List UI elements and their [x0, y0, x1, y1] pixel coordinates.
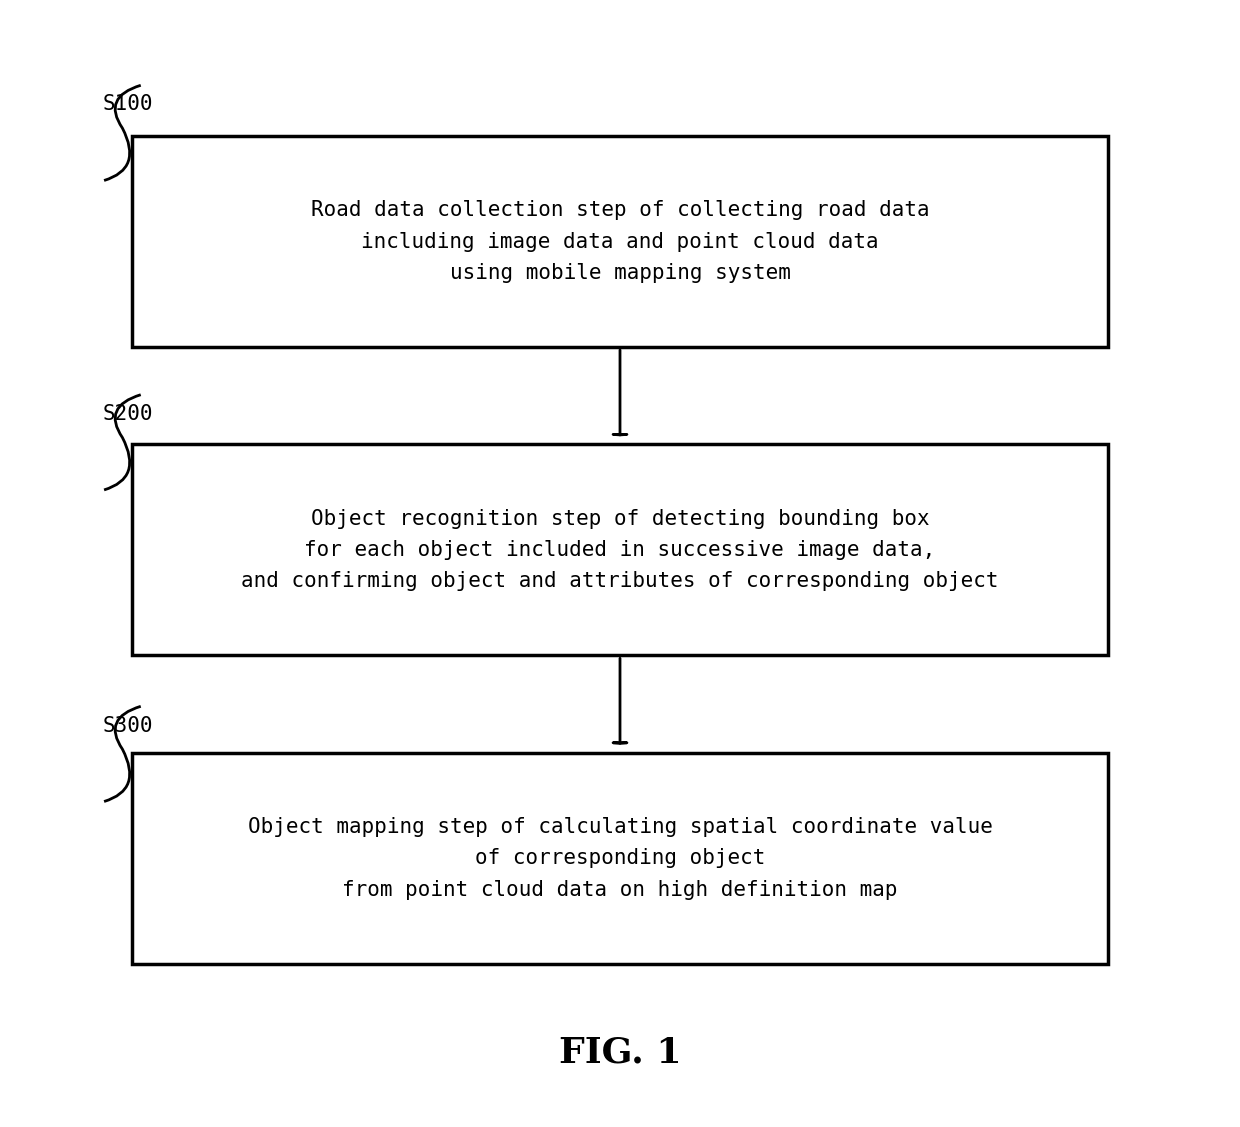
Text: Object recognition step of detecting bounding box
for each object included in su: Object recognition step of detecting bou… — [242, 508, 998, 592]
Bar — [131, 444, 1109, 656]
Bar — [131, 753, 1109, 964]
Text: S300: S300 — [102, 716, 153, 736]
Text: Object mapping step of calculating spatial coordinate value
of corresponding obj: Object mapping step of calculating spati… — [248, 817, 992, 899]
Text: Road data collection step of collecting road data
including image data and point: Road data collection step of collecting … — [311, 201, 929, 283]
Text: FIG. 1: FIG. 1 — [559, 1036, 681, 1070]
Text: S200: S200 — [102, 405, 153, 424]
Text: S100: S100 — [102, 94, 153, 114]
Bar — [131, 136, 1109, 347]
